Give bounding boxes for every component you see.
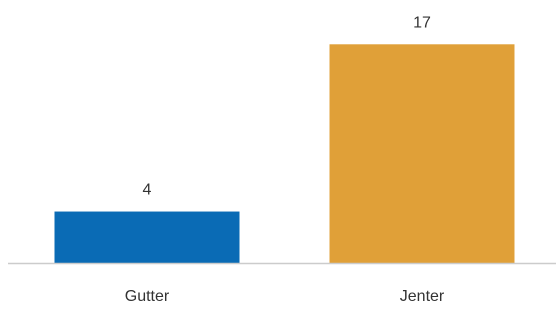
value-label-jenter: 17 bbox=[413, 14, 431, 31]
category-label-gutter: Gutter bbox=[125, 288, 170, 305]
bar-jenter bbox=[329, 44, 515, 263]
category-labels-group: Gutter Jenter bbox=[125, 288, 445, 305]
value-labels-group: 4 17 bbox=[143, 14, 431, 198]
bar-gutter bbox=[54, 211, 240, 263]
category-label-jenter: Jenter bbox=[400, 288, 445, 305]
value-label-gutter: 4 bbox=[143, 182, 152, 199]
bars-group bbox=[54, 44, 515, 263]
